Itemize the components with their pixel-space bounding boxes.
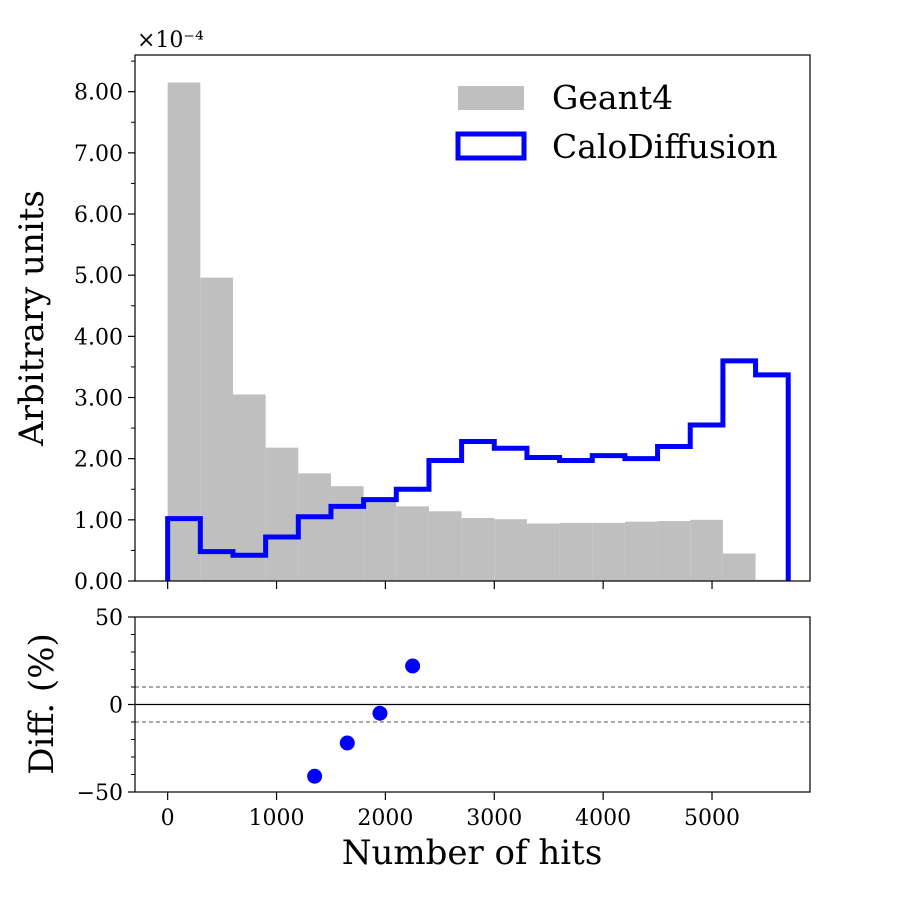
geant4-bar [526, 523, 560, 581]
main-y-tick-label: 0.00 [74, 570, 123, 595]
geant4-bar [298, 473, 331, 581]
ratio-y-tick-label: −50 [77, 781, 123, 806]
main-y-tick-label: 2.00 [74, 448, 123, 473]
ratio-y-tick-label: 50 [95, 606, 123, 631]
ratio-x-tick-label: 1000 [249, 806, 305, 831]
x-axis-title: Number of hits [342, 833, 603, 873]
main-y-tick-label: 4.00 [74, 325, 123, 350]
main-histogram-panel: 0.00 1.00 2.00 3.00 4.00 5.00 6.00 7.00 8.00 [74, 54, 811, 595]
diff-point [307, 768, 323, 784]
calodiffusion-step-line [165, 358, 791, 581]
geant4-bar [396, 506, 429, 581]
geant4-bar [363, 501, 397, 581]
main-y-tick-label: 8.00 [74, 81, 123, 106]
ratio-x-tick-label: 4000 [575, 806, 631, 831]
ratio-x-tick-label: 3000 [466, 806, 522, 831]
geant4-bar [592, 522, 625, 581]
diff-point [372, 705, 388, 721]
geant4-bar [200, 277, 233, 581]
geant4-bar [494, 519, 527, 581]
geant4-bar [461, 518, 495, 581]
geant4-bar [330, 486, 364, 581]
legend-geant4-swatch [458, 86, 524, 110]
ratio-x-tick-label: 0 [161, 806, 175, 831]
ratio-x-tick-label: 2000 [357, 806, 413, 831]
geant4-bar [657, 521, 691, 581]
diff-point [339, 735, 355, 751]
geant4-bar [690, 519, 723, 581]
geant4-bar [265, 447, 299, 581]
legend-calodiffusion-swatch [455, 131, 527, 161]
geant4-bar [232, 394, 266, 581]
ratio-y-tick-label: 0 [109, 694, 123, 719]
legend-geant4-label: Geant4 [552, 78, 673, 117]
main-plot-frame [134, 54, 811, 582]
geant4-bar [624, 521, 658, 581]
geant4-bar [755, 579, 789, 581]
geant4-bar [428, 511, 462, 581]
diff-point [405, 658, 421, 674]
geant4-bar [559, 522, 593, 581]
main-y-tick-label: 6.00 [74, 203, 123, 228]
legend: Geant4 CaloDiffusion [455, 78, 778, 166]
ratio-y-axis-title: Diff. (%) [22, 633, 62, 775]
main-y-tick-label: 5.00 [74, 264, 123, 289]
geant4-bar [722, 553, 756, 581]
geant4-bar [167, 82, 201, 581]
main-y-tick-label: 1.00 [74, 509, 123, 534]
legend-calodiffusion-label: CaloDiffusion [552, 127, 778, 166]
main-y-axis-title: Arbitrary units [12, 190, 52, 447]
y-exponent-label: ×10⁻⁴ [137, 28, 204, 53]
ratio-x-tick-label: 5000 [684, 806, 740, 831]
main-y-tick-label: 3.00 [74, 387, 123, 412]
main-y-tick-label: 7.00 [74, 142, 123, 167]
